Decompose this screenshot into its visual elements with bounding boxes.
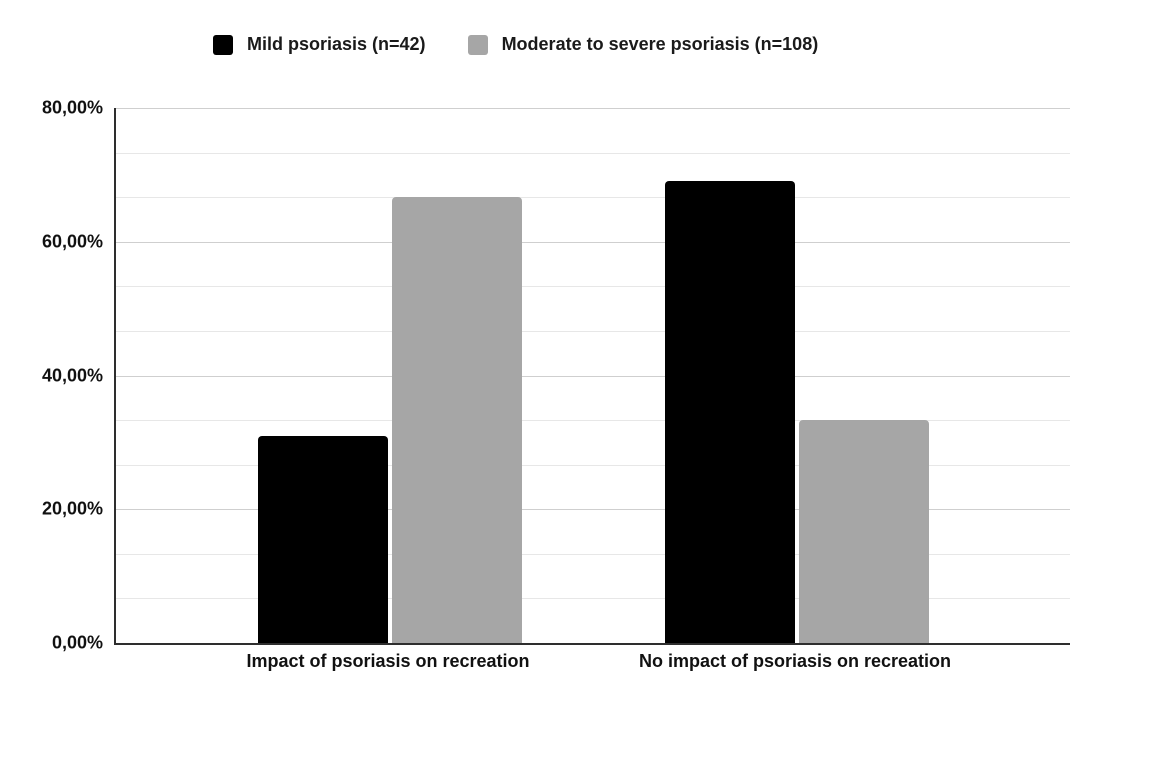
- minor-gridline: [116, 420, 1070, 422]
- minor-gridline: [116, 197, 1070, 199]
- chart-legend: Mild psoriasis (n=42) Moderate to severe…: [213, 34, 818, 55]
- y-axis-tick-label: 80,00%: [41, 97, 103, 118]
- plot-area: [114, 108, 1070, 645]
- y-axis-tick-label: 60,00%: [41, 231, 103, 252]
- minor-gridline: [116, 598, 1070, 600]
- legend-label: Mild psoriasis (n=42): [247, 34, 426, 54]
- minor-gridline: [116, 330, 1070, 332]
- minor-gridline: [116, 464, 1070, 466]
- major-gridline: [116, 509, 1070, 511]
- bar-mild-category-2: [665, 181, 795, 643]
- minor-gridline: [116, 553, 1070, 555]
- major-gridline: [116, 108, 1070, 109]
- legend-label: Moderate to severe psoriasis (n=108): [501, 34, 819, 54]
- major-gridline: [116, 241, 1070, 243]
- y-axis-tick-label: 40,00%: [41, 365, 103, 385]
- bar-moderate-severe-category-2: [799, 420, 929, 643]
- bar-moderate-severe-category-1: [392, 197, 522, 643]
- major-gridline: [116, 375, 1070, 377]
- x-axis-category-label: Impact of psoriasis on recreation: [246, 651, 530, 671]
- y-axis-tick-label: 20,00%: [41, 498, 103, 519]
- legend-swatch-black-icon: [213, 34, 233, 55]
- legend-item-moderate-severe-psoriasis: Moderate to severe psoriasis (n=108): [467, 34, 819, 55]
- legend-swatch-gray-icon: [467, 34, 488, 55]
- y-axis-tick-label: 0,00%: [51, 632, 103, 653]
- legend-item-mild-psoriasis: Mild psoriasis (n=42): [213, 34, 426, 55]
- minor-gridline: [116, 152, 1070, 154]
- minor-gridline: [116, 286, 1070, 288]
- x-axis-category-label: No impact of psoriasis on recreation: [638, 651, 952, 671]
- bar-mild-category-1: [258, 436, 388, 643]
